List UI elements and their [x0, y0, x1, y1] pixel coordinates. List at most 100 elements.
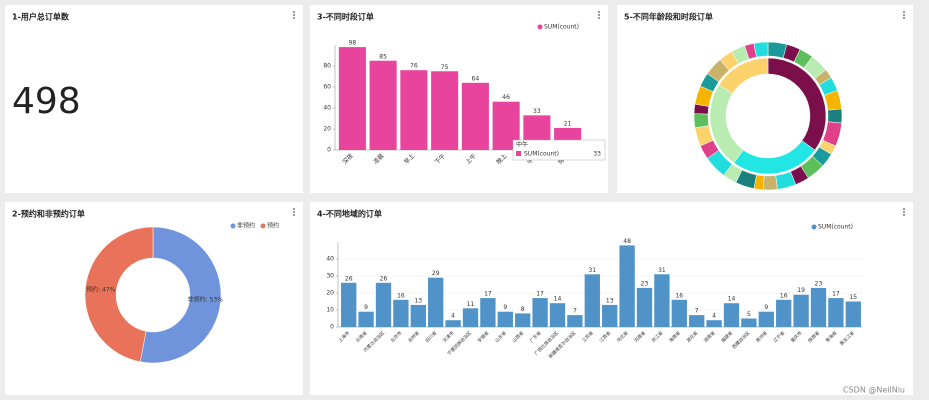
bar — [445, 320, 461, 327]
data-label: 7 — [695, 308, 699, 315]
data-label: 21 — [564, 120, 572, 127]
data-label: 17 — [832, 291, 840, 298]
bar — [671, 299, 687, 327]
data-label: 7 — [573, 308, 577, 315]
y-tick-label: 60 — [323, 84, 331, 91]
menu-icon[interactable] — [293, 11, 295, 19]
y-tick-label: 80 — [323, 63, 331, 70]
data-label: 5 — [747, 311, 751, 318]
data-label: 11 — [467, 301, 475, 308]
data-label: 9 — [764, 304, 768, 311]
y-tick-label: 20 — [326, 290, 334, 297]
donut-slice — [827, 108, 843, 124]
data-label: 46 — [502, 94, 510, 101]
bar — [358, 311, 374, 327]
bar — [810, 287, 827, 327]
bar — [461, 82, 489, 150]
data-label: 17 — [484, 291, 492, 298]
legend-swatch — [811, 224, 817, 230]
panel-title: 3-不同时段订单 — [317, 12, 374, 22]
y-tick-label: 40 — [323, 105, 331, 112]
y-tick-label: 0 — [330, 324, 334, 331]
legend-label: SUM(count) — [544, 24, 579, 31]
bar — [654, 274, 670, 327]
menu-icon[interactable] — [293, 208, 295, 216]
data-label: 14 — [728, 296, 736, 303]
menu-icon[interactable] — [903, 11, 905, 19]
data-label: 48 — [623, 238, 631, 245]
bar — [480, 298, 496, 327]
data-label: 26 — [345, 275, 353, 282]
bar — [636, 287, 653, 327]
bar — [549, 303, 566, 327]
legend-swatch — [230, 223, 236, 229]
data-label: 26 — [380, 275, 388, 282]
bar — [532, 298, 548, 327]
data-label: 13 — [606, 297, 614, 304]
data-label: 4 — [451, 313, 455, 320]
data-label: 9 — [503, 304, 507, 311]
panel-title: 4-不同地域的订单 — [317, 209, 382, 219]
data-label: 预约: 47% — [86, 286, 116, 294]
bar — [393, 299, 409, 327]
y-tick-label: 0 — [327, 147, 331, 154]
bar — [706, 320, 722, 327]
bar — [341, 282, 357, 327]
bar — [369, 60, 397, 150]
data-label: 非预约: 53% — [188, 295, 224, 303]
bar — [497, 311, 513, 327]
donut-slice — [84, 226, 154, 363]
bar — [431, 71, 459, 150]
bar — [793, 294, 809, 327]
data-label: 15 — [849, 294, 857, 301]
panel-title: 5-不同年龄段和时段订单 — [624, 12, 713, 22]
legend-label: 预约 — [267, 222, 279, 230]
bar — [741, 318, 757, 327]
data-label: 85 — [379, 53, 387, 60]
data-label: 16 — [397, 292, 405, 299]
donut-slice — [139, 226, 222, 364]
y-tick-label: 30 — [326, 273, 334, 280]
data-label: 16 — [780, 292, 788, 299]
bar — [689, 315, 705, 327]
legend-label: 非预约 — [237, 222, 255, 230]
bar — [410, 304, 426, 327]
data-label: 8 — [521, 306, 525, 313]
donut-slice — [693, 113, 710, 129]
legend-swatch — [537, 24, 543, 30]
bar — [619, 245, 635, 327]
bar — [462, 308, 479, 327]
menu-icon[interactable] — [903, 208, 905, 216]
data-label: 33 — [533, 108, 541, 115]
tooltip-title: 中午 — [516, 141, 528, 149]
legend-label: SUM(count) — [818, 224, 853, 231]
panel-title: 2-预约和非预约订单 — [12, 209, 85, 219]
data-label: 9 — [364, 304, 368, 311]
bar — [758, 311, 774, 327]
bar — [428, 277, 444, 327]
y-tick-label: 20 — [323, 126, 331, 133]
data-label: 19 — [797, 287, 805, 294]
data-label: 75 — [441, 64, 449, 71]
bar — [400, 70, 428, 150]
kpi-value: 498 — [12, 81, 81, 122]
y-tick-label: 40 — [326, 256, 334, 263]
tooltip-series: SUM(count) — [524, 151, 559, 158]
data-label: 13 — [414, 297, 422, 304]
bar — [515, 313, 531, 327]
bar — [723, 303, 740, 327]
data-label: 14 — [554, 296, 562, 303]
menu-icon[interactable] — [598, 11, 600, 19]
bar — [602, 304, 618, 327]
watermark: CSDN @NeilNiu — [843, 386, 905, 395]
data-label: 31 — [588, 267, 596, 274]
bar — [776, 299, 792, 327]
bar — [584, 274, 600, 327]
panel-title: 1-用户总订单数 — [12, 12, 70, 22]
legend-swatch — [260, 223, 266, 229]
data-label: 16 — [675, 292, 683, 299]
bar — [828, 298, 844, 327]
tooltip-box — [512, 139, 606, 161]
data-label: 64 — [472, 75, 480, 82]
